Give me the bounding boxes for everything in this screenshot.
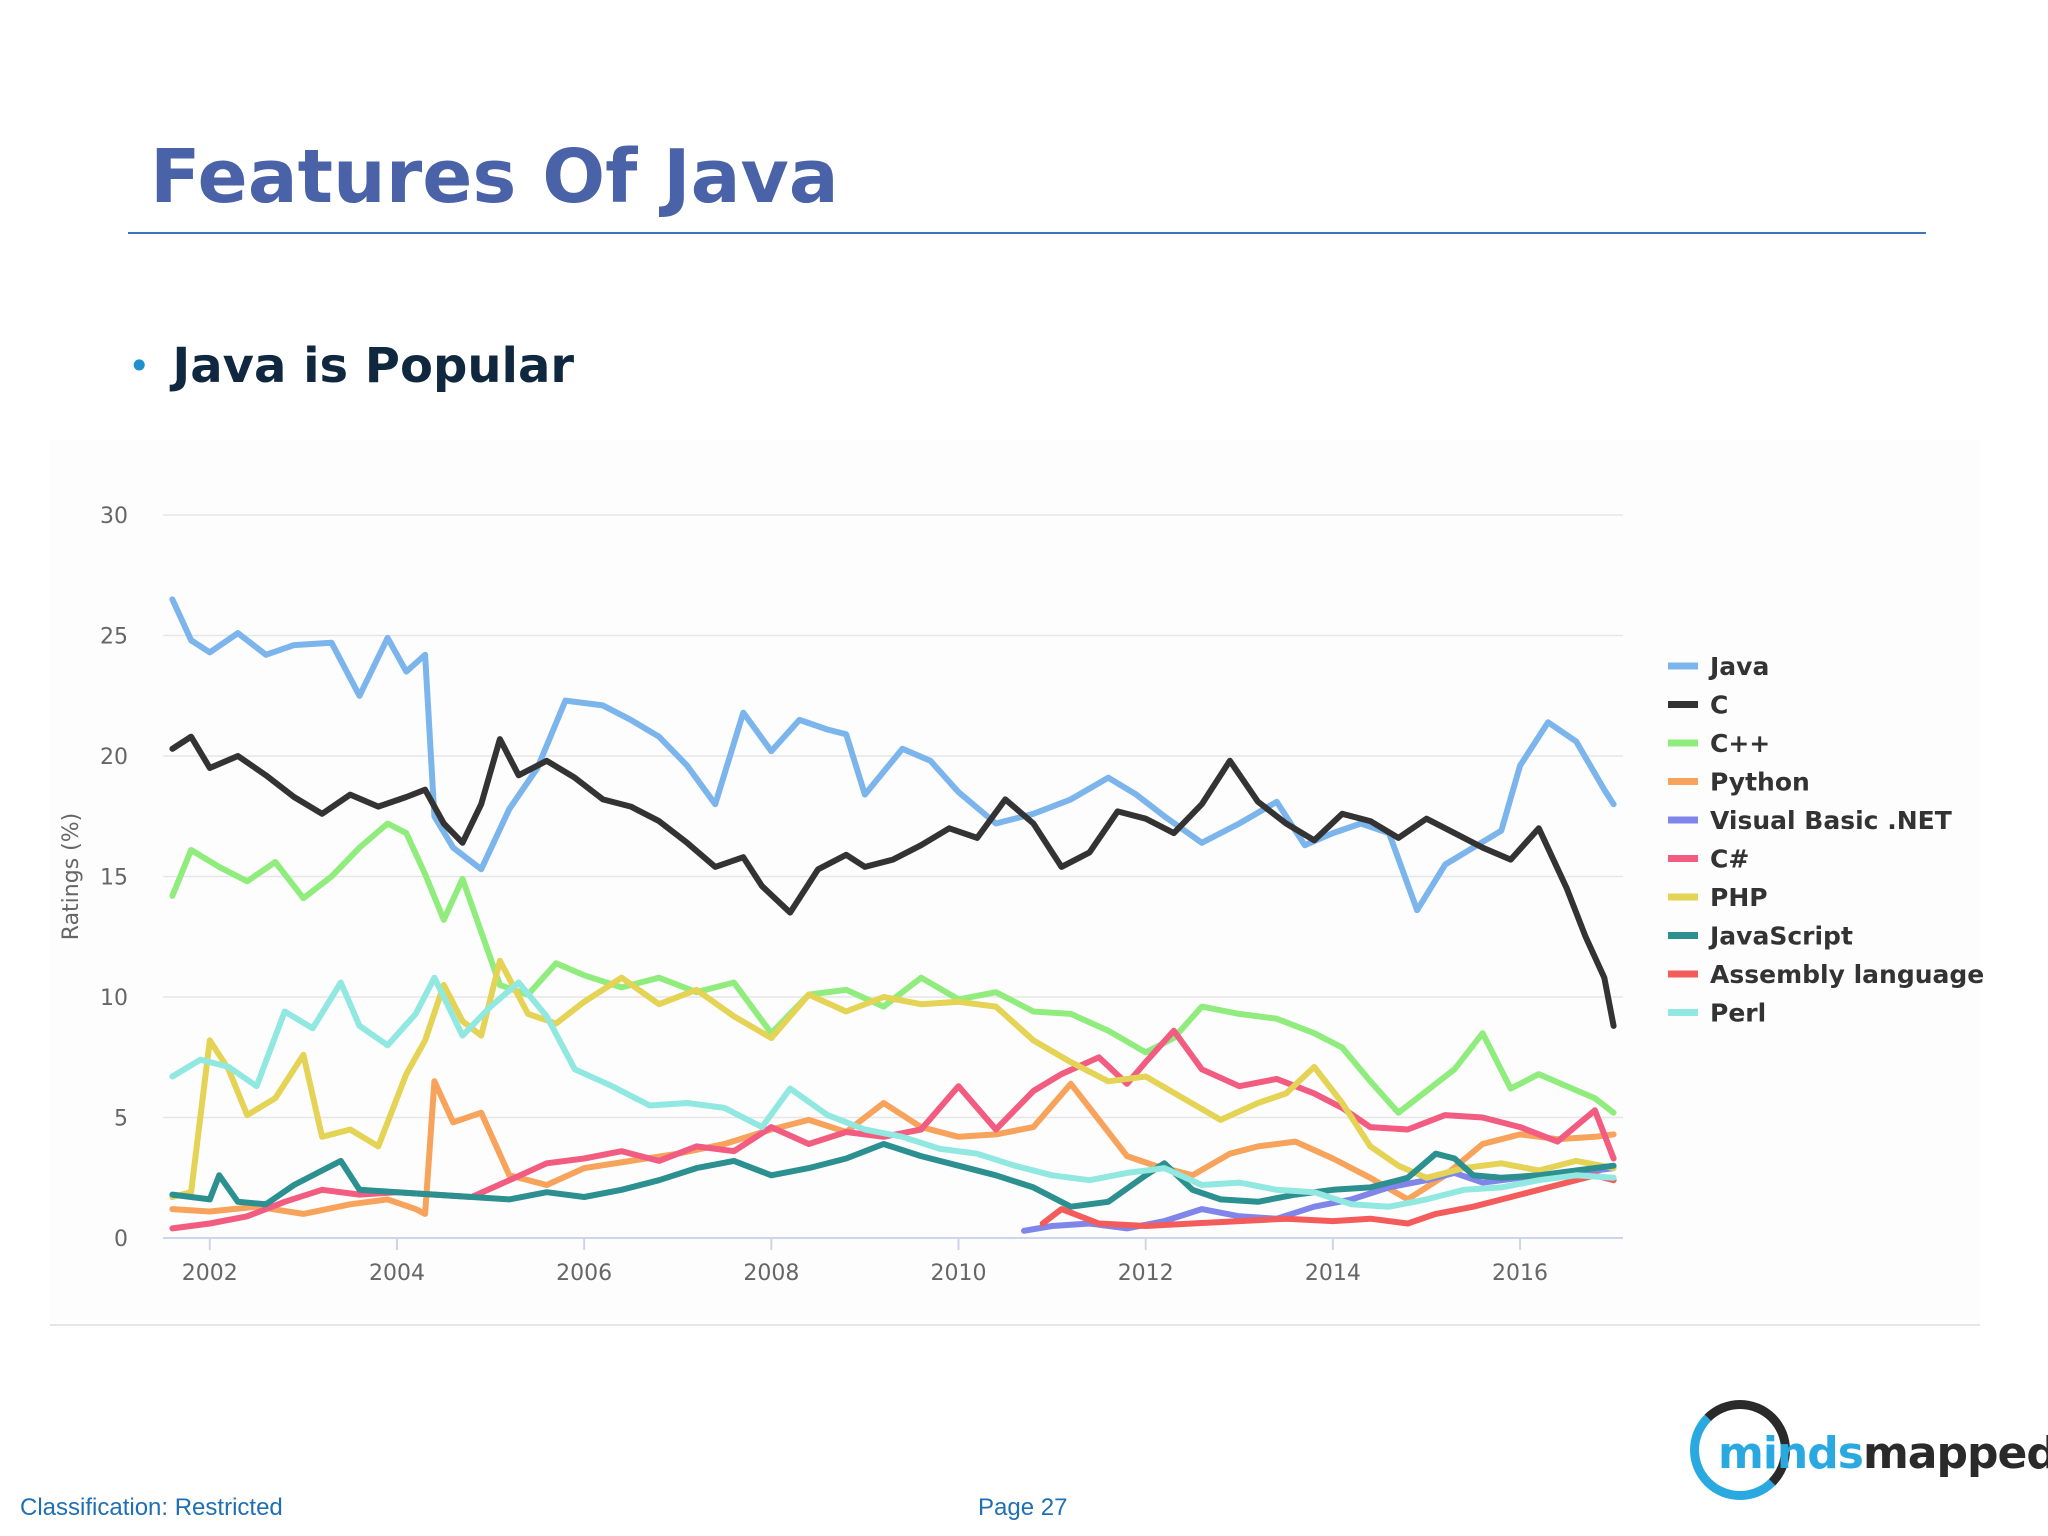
x-tick-label-2004: 2004 (369, 1261, 425, 1286)
series-line-assembly-language (1039, 1172, 1617, 1229)
x-tick-label-2002: 2002 (182, 1261, 238, 1286)
bullet-text: Java is Popular (172, 338, 574, 394)
chart-panel (50, 440, 1980, 1325)
mindsmapped-logo: mindsmapped (1690, 1398, 2048, 1514)
series-line-python (169, 1078, 1617, 1217)
y-tick-label-0: 0 (114, 1227, 128, 1252)
legend-label-assembly-language: Assembly language (1710, 960, 1984, 989)
x-tick-label-2014: 2014 (1305, 1261, 1361, 1286)
series-line-c (169, 820, 1617, 1116)
x-tick-label-2006: 2006 (556, 1261, 612, 1286)
bullet-dot-icon: • (128, 344, 151, 388)
legend-label-java: Java (1708, 652, 1769, 681)
footer-page-number: Page 27 (978, 1494, 1068, 1521)
y-tick-label-5: 5 (114, 1107, 128, 1132)
series-line-c (169, 733, 1617, 1029)
legend-label-visual-basic-net: Visual Basic .NET (1710, 806, 1952, 835)
legend-label-php: PHP (1710, 883, 1768, 912)
y-tick-label-25: 25 (100, 625, 128, 650)
footer-classification: Classification: Restricted (20, 1494, 283, 1521)
legend-label-perl: Perl (1710, 999, 1766, 1028)
y-tick-label-15: 15 (100, 866, 128, 891)
chart-bottom-divider (50, 1324, 1980, 1326)
logo-ring-icon (1690, 1400, 1790, 1500)
legend-label-javascript: JavaScript (1708, 922, 1853, 951)
title-underline (128, 232, 1926, 234)
logo-wordmark: mindsmapped (1718, 1428, 2048, 1479)
y-tick-label-30: 30 (100, 504, 128, 529)
x-tick-label-2010: 2010 (931, 1261, 987, 1286)
legend-label-c: C++ (1710, 729, 1770, 758)
y-tick-label-10: 10 (100, 986, 128, 1011)
y-tick-label-20: 20 (100, 745, 128, 770)
series-line-perl (169, 974, 1617, 1210)
y-axis-title: Ratings (%) (59, 813, 84, 940)
x-tick-label-2012: 2012 (1118, 1261, 1174, 1286)
x-tick-label-2016: 2016 (1492, 1261, 1548, 1286)
bullet-item: • Java is Popular (128, 338, 574, 394)
x-tick-label-2008: 2008 (743, 1261, 799, 1286)
legend-label-c: C# (1710, 845, 1749, 874)
slide-title: Features Of Java (150, 134, 839, 220)
series-line-php (169, 957, 1617, 1200)
legend-label-c: C (1710, 691, 1728, 720)
legend-label-python: Python (1710, 768, 1810, 797)
series-line-java (169, 596, 1617, 914)
series-line-javascript (169, 1141, 1617, 1210)
